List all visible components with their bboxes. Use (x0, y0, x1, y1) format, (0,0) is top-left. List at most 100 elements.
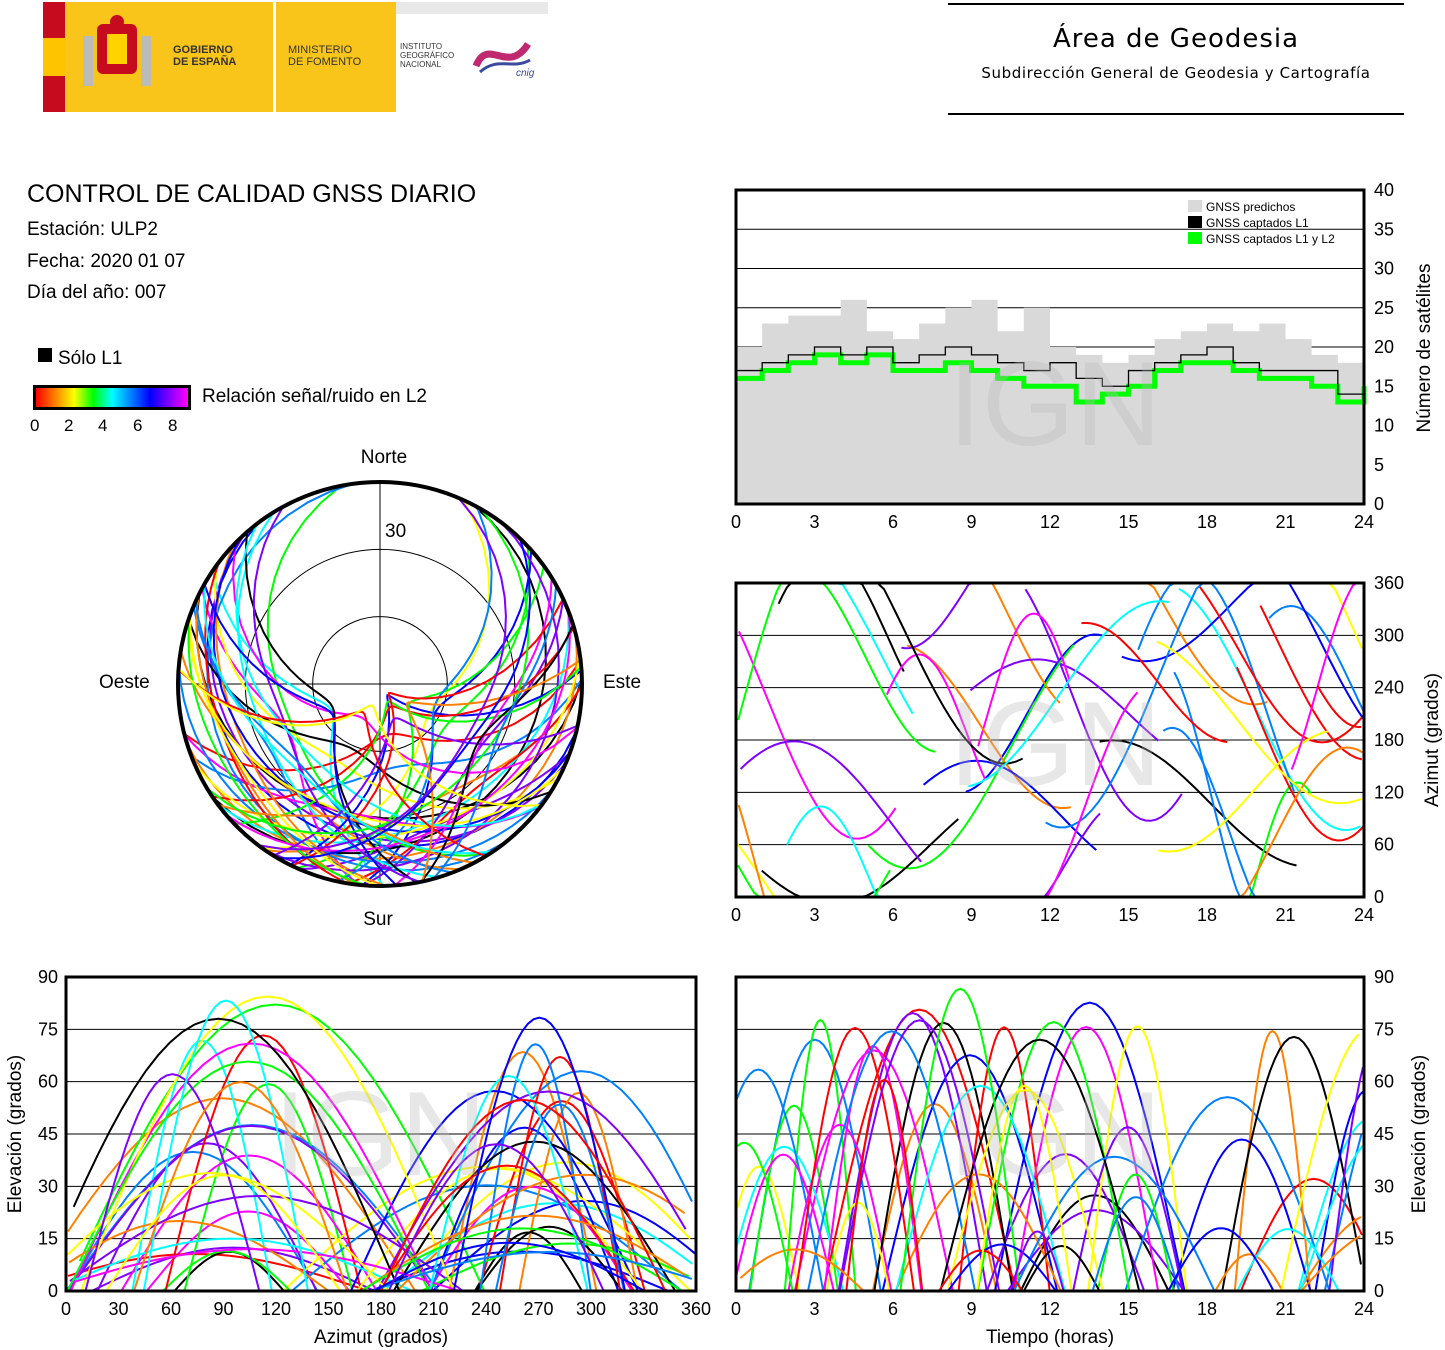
cbar-tick: 8 (168, 416, 178, 435)
cnig-logo: cnig (472, 41, 535, 79)
y-tick-label: 25 (1374, 298, 1394, 318)
ign-watermark: IGN (948, 337, 1161, 471)
satellite-track (901, 582, 1020, 650)
legend-swatch-l1 (1188, 216, 1202, 228)
satellite-track (428, 1074, 589, 1292)
x-tick-label: 12 (1040, 905, 1060, 925)
y-tick-label: 30 (1374, 1176, 1394, 1196)
satellite-track (67, 1097, 417, 1292)
satellite-track (177, 669, 486, 858)
satellite-track (69, 1042, 433, 1292)
y-tick-label: 40 (1374, 180, 1394, 200)
satellite-track (360, 1227, 683, 1292)
satellite-track (212, 626, 575, 802)
satellite-track (739, 1248, 865, 1292)
x-tick-label: 24 (1354, 512, 1374, 532)
azimuth-time-chart: IGN 0 60 120 180 240 300 360 0 3 6 9 12 15 18 21 24 Azi… (731, 573, 1443, 925)
x-tick-label: 6 (888, 1299, 898, 1319)
satellite-track (1300, 1235, 1361, 1292)
satellite-track (899, 987, 1021, 1292)
satellite-track (1298, 1216, 1362, 1292)
x-tick-label: 24 (1354, 1299, 1374, 1319)
x-tick-label: 3 (809, 512, 819, 532)
y-tick-label: 60 (1374, 835, 1394, 855)
satellite-track (78, 1003, 486, 1292)
satellite-track (786, 805, 889, 898)
satellite-track (1225, 746, 1364, 898)
skyplot-south: Sur (363, 909, 393, 930)
skyplot-east: Este (603, 672, 641, 693)
satellite-track (133, 1081, 348, 1292)
satellite-track (258, 497, 507, 851)
y-tick-label: 90 (38, 967, 58, 987)
satellite-track (735, 1145, 845, 1292)
report-title: CONTROL DE CALIDAD GNSS DIARIO (27, 180, 477, 208)
satellite-track (291, 1184, 683, 1292)
cbar-tick: 6 (133, 416, 143, 435)
satellite-track (378, 1164, 635, 1292)
satellite-track (72, 1017, 401, 1292)
x-tick-label: 9 (966, 512, 976, 532)
satellite-track (105, 1174, 341, 1292)
doy-label: Día del año: 007 (27, 282, 167, 303)
x-tick-label: 240 (471, 1299, 501, 1319)
x-tick-label: 360 (681, 1299, 711, 1319)
y-tick-label: 45 (1374, 1124, 1394, 1144)
satellite-track (291, 598, 564, 867)
satellite-track (1328, 1066, 1364, 1292)
satellite-track (1316, 685, 1362, 728)
ministerio-text: MINISTERIO DE FOMENTO (288, 44, 362, 68)
et-xlabel: Tiempo (horas) (986, 1327, 1114, 1348)
satellite-track (1178, 587, 1361, 832)
x-tick-label: 21 (1275, 905, 1295, 925)
satellite-track (988, 812, 1101, 898)
satellite-track (1290, 582, 1363, 770)
snr-colorbar-label: Relación señal/ruido en L2 (202, 386, 427, 407)
satellite-track (1214, 1253, 1284, 1292)
satellite-track (236, 511, 440, 879)
satellite-track (477, 1100, 646, 1292)
y-tick-label: 30 (38, 1176, 58, 1196)
x-tick-label: 3 (809, 905, 819, 925)
satellite-track (96, 1142, 318, 1292)
satellite-track (142, 999, 309, 1292)
satellite-track (938, 1249, 1024, 1292)
snr-colorbar (33, 385, 191, 410)
az-ylabel: Azimut (grados) (1422, 673, 1443, 807)
satellite-track (1171, 1138, 1312, 1292)
satellite-track (373, 1241, 646, 1292)
satellite-track (518, 1091, 639, 1292)
legend-swatch-l1l2 (1188, 232, 1202, 244)
y-tick-label: 180 (1374, 730, 1404, 750)
satellite-track (361, 1214, 686, 1292)
ign-watermark: IGN (948, 1067, 1161, 1201)
gobierno-logo: GOBIERNO DE ESPAÑA (65, 2, 273, 112)
ea-plot-frame (64, 975, 698, 1293)
satellite-track (1297, 1120, 1363, 1292)
satellite-track (194, 654, 581, 840)
x-tick-label: 330 (628, 1299, 658, 1319)
y-tick-label: 45 (38, 1124, 58, 1144)
satellite-track (788, 582, 936, 753)
satellite-track (187, 621, 565, 828)
satellite-track (421, 1242, 690, 1292)
satellite-track (349, 1089, 639, 1292)
legend-l1: GNSS captados L1 (1206, 216, 1309, 230)
x-tick-label: 9 (966, 1299, 976, 1319)
satellite-track (1124, 1096, 1331, 1292)
satellite-track (946, 1089, 1104, 1292)
l1-only-label: Sólo L1 (58, 348, 123, 369)
satellite-track (1227, 781, 1312, 898)
legend-l1l2: GNSS captados L1 y L2 (1206, 232, 1335, 246)
satellite-track (266, 485, 489, 857)
x-tick-label: 18 (1197, 1299, 1217, 1319)
ign-watermark: IGN (948, 677, 1161, 811)
x-tick-label: 15 (1118, 905, 1138, 925)
satellite-track (895, 1084, 1066, 1292)
x-tick-label: 6 (888, 512, 898, 532)
satellite-track (67, 1124, 435, 1292)
satellite-track (867, 644, 1075, 870)
x-tick-label: 3 (809, 1299, 819, 1319)
satellite-track (1023, 1244, 1101, 1292)
